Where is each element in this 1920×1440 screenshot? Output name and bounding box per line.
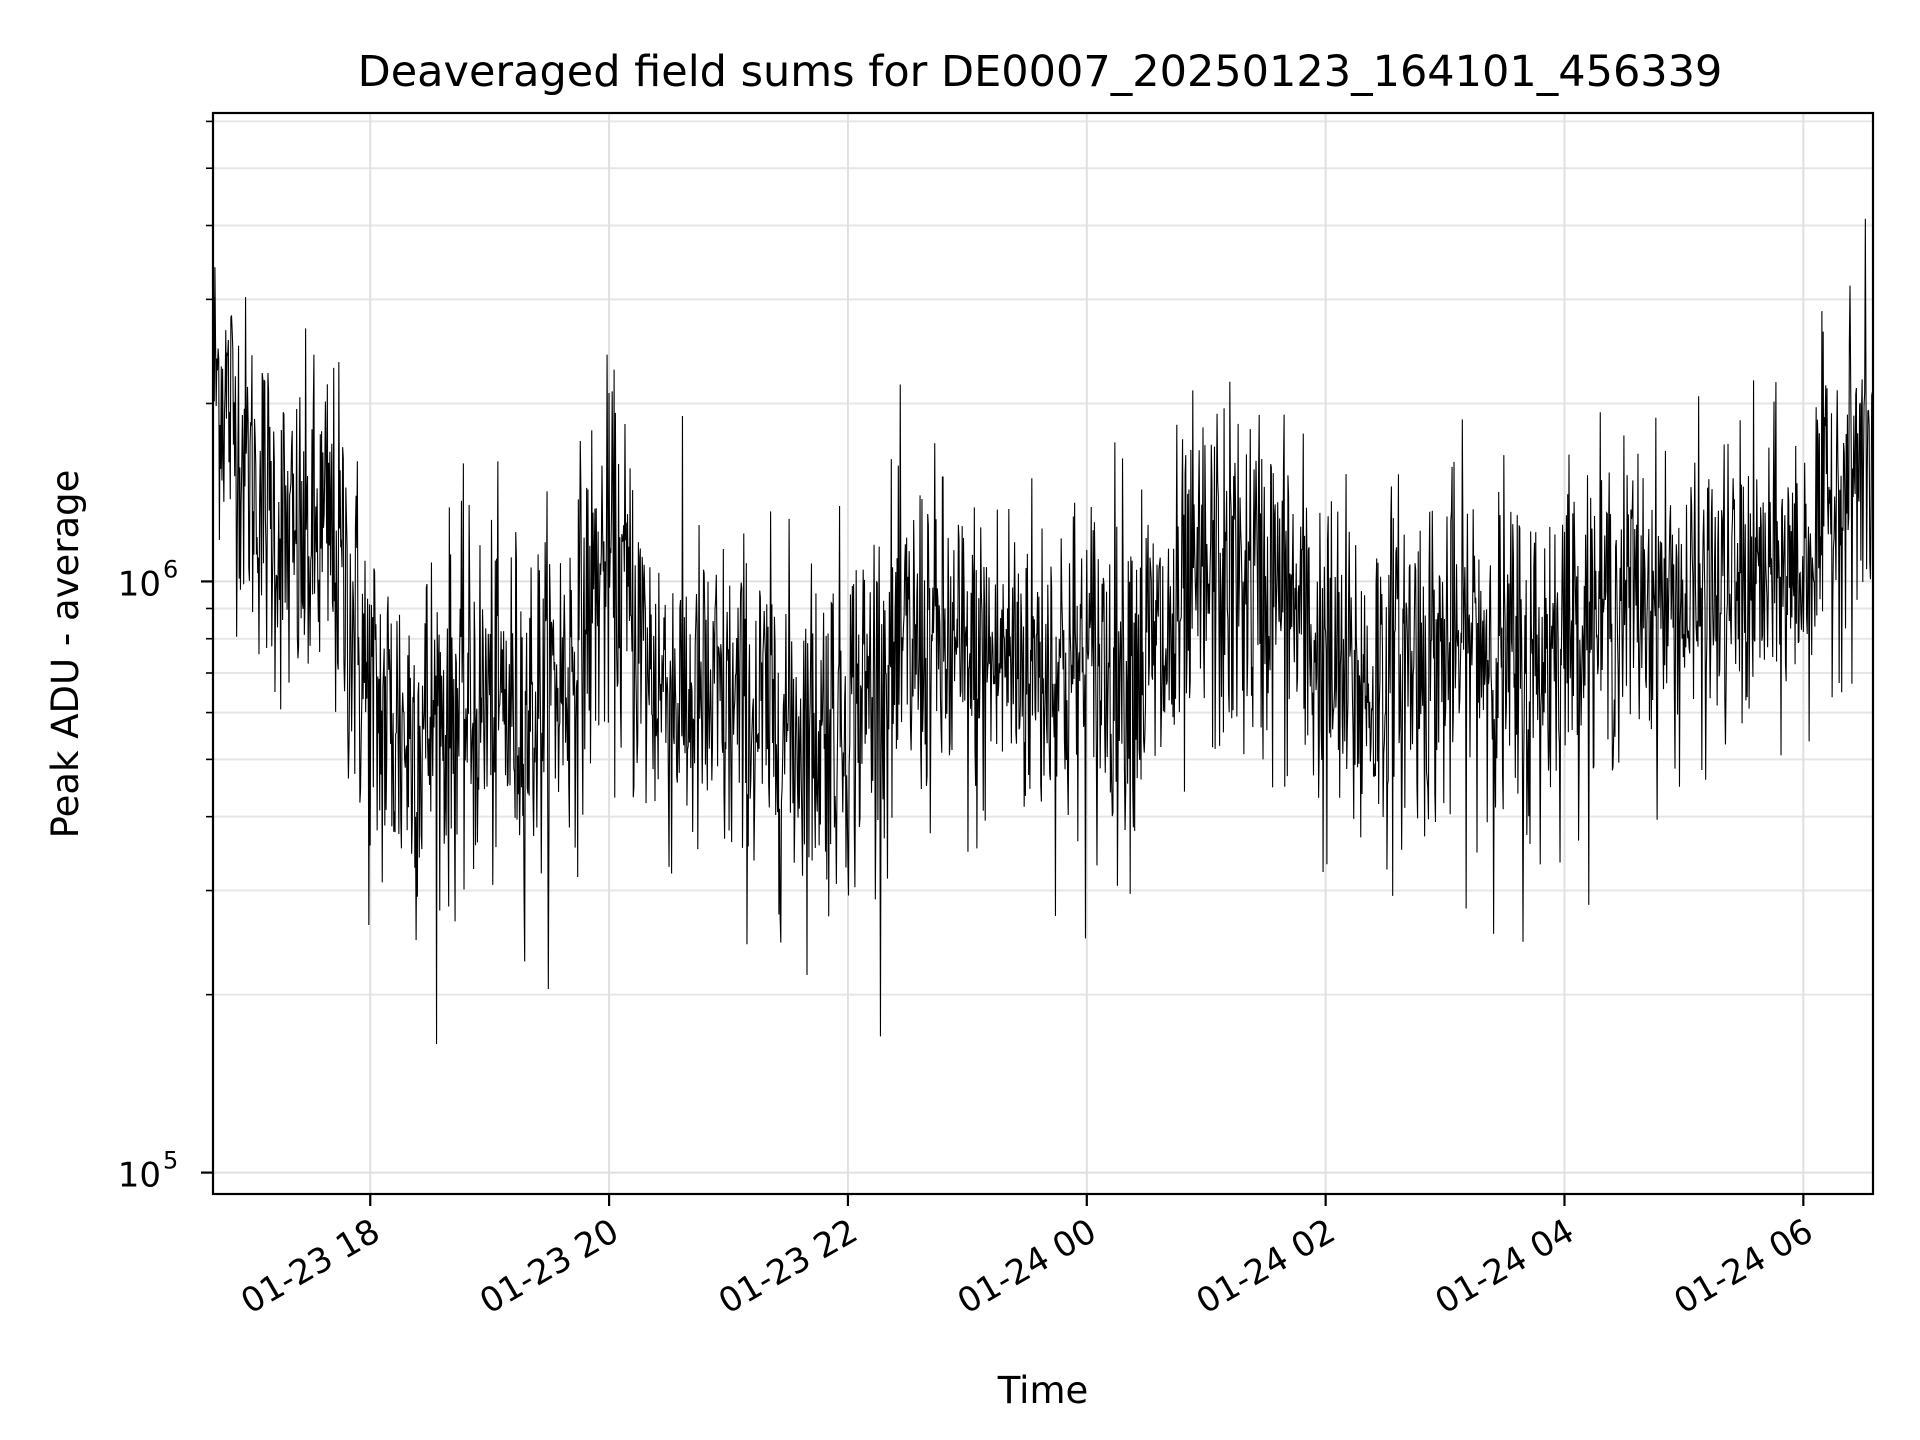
plot-frame xyxy=(211,111,1875,1196)
y-tick-exponent: 6 xyxy=(163,555,178,583)
y-axis-label: Peak ADU - average xyxy=(44,470,87,839)
chart-title: Deaveraged field sums for DE0007_2025012… xyxy=(358,47,1723,97)
y-tick-label: 10 xyxy=(118,1156,161,1196)
series-line xyxy=(213,218,1873,1045)
y-tick-exponent: 5 xyxy=(163,1147,178,1175)
x-axis-label: Time xyxy=(997,1369,1089,1412)
y-tick-label: 10 xyxy=(118,564,161,604)
